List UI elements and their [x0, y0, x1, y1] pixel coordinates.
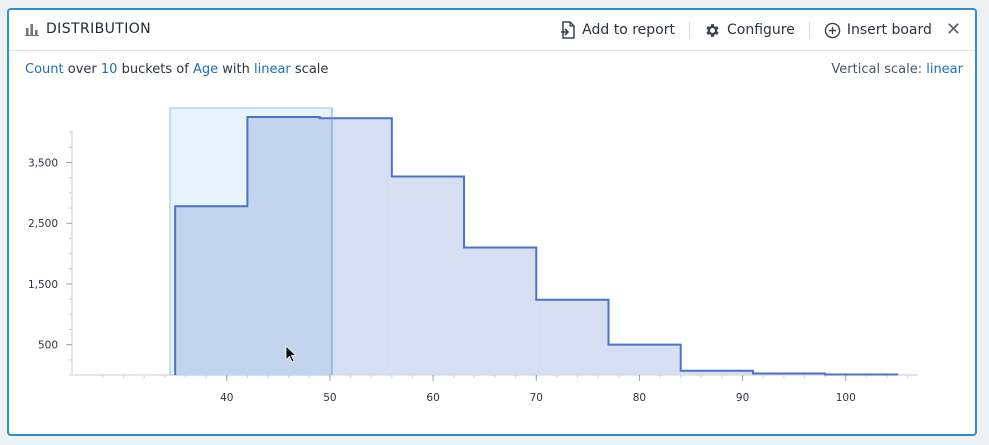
histogram-outline	[174, 115, 899, 376]
histogram-bar[interactable]	[536, 299, 609, 375]
histogram-bar-selected	[175, 206, 248, 375]
x-tick-label: 80	[633, 392, 646, 404]
add-to-report-button[interactable]: Add to report	[560, 21, 675, 39]
y-tick-label: 500	[38, 340, 58, 352]
x-tick-label: 50	[323, 392, 336, 404]
histogram-bar[interactable]	[391, 176, 465, 375]
field-selector[interactable]: Age	[192, 62, 219, 77]
histogram-bar-selected	[247, 116, 320, 375]
x-tick-label: 90	[736, 392, 749, 404]
vertical-scale-label: Vertical scale:	[831, 62, 923, 77]
gear-icon	[706, 23, 719, 37]
configure-label: Configure	[727, 22, 795, 38]
panel-title: DISTRIBUTION	[25, 21, 151, 37]
vertical-scale: Vertical scale: linear	[831, 62, 963, 77]
add-to-report-label: Add to report	[582, 22, 675, 38]
y-tick-label: 2,500	[28, 218, 58, 230]
add-to-report-icon	[561, 21, 575, 39]
histogram-bar[interactable]	[608, 344, 681, 375]
bar-chart-icon	[25, 24, 39, 36]
action-divider	[808, 21, 810, 39]
x-tick-label: 40	[220, 392, 233, 404]
summary-line: Count over 10 buckets of Age with linear…	[25, 62, 328, 77]
scale-selector[interactable]: linear	[253, 62, 291, 77]
y-tick-label: 1,500	[28, 279, 58, 291]
mouse-cursor-icon	[285, 345, 298, 363]
header-actions: Add to report Configure Insert board ✕	[560, 19, 961, 41]
insert-board-button[interactable]: Insert board	[824, 22, 932, 39]
panel-header: DISTRIBUTION Add to report Configure	[9, 10, 975, 51]
metric-selector[interactable]: Count	[25, 62, 64, 77]
summary-text: over	[67, 62, 97, 77]
configure-button[interactable]: Configure	[704, 22, 795, 39]
panel-title-text: DISTRIBUTION	[46, 21, 152, 37]
summary-text: with	[222, 62, 250, 77]
x-tick-label: 70	[530, 392, 543, 404]
summary-text: buckets of	[121, 62, 189, 77]
vertical-scale-selector[interactable]: linear	[926, 62, 963, 77]
close-icon[interactable]: ✕	[945, 19, 961, 40]
plus-circle-icon	[824, 22, 841, 38]
histogram-bar[interactable]	[464, 247, 537, 375]
x-tick-label: 60	[426, 392, 439, 404]
action-divider	[689, 21, 690, 39]
insert-board-label: Insert board	[846, 22, 932, 38]
summary-text: scale	[294, 62, 329, 77]
histogram-bar[interactable]	[680, 370, 753, 375]
bucket-count-selector[interactable]: 10	[100, 62, 118, 77]
x-tick-label: 100	[836, 392, 856, 404]
y-tick-label: 3,500	[28, 158, 58, 170]
histogram-bar-selected	[319, 118, 332, 376]
